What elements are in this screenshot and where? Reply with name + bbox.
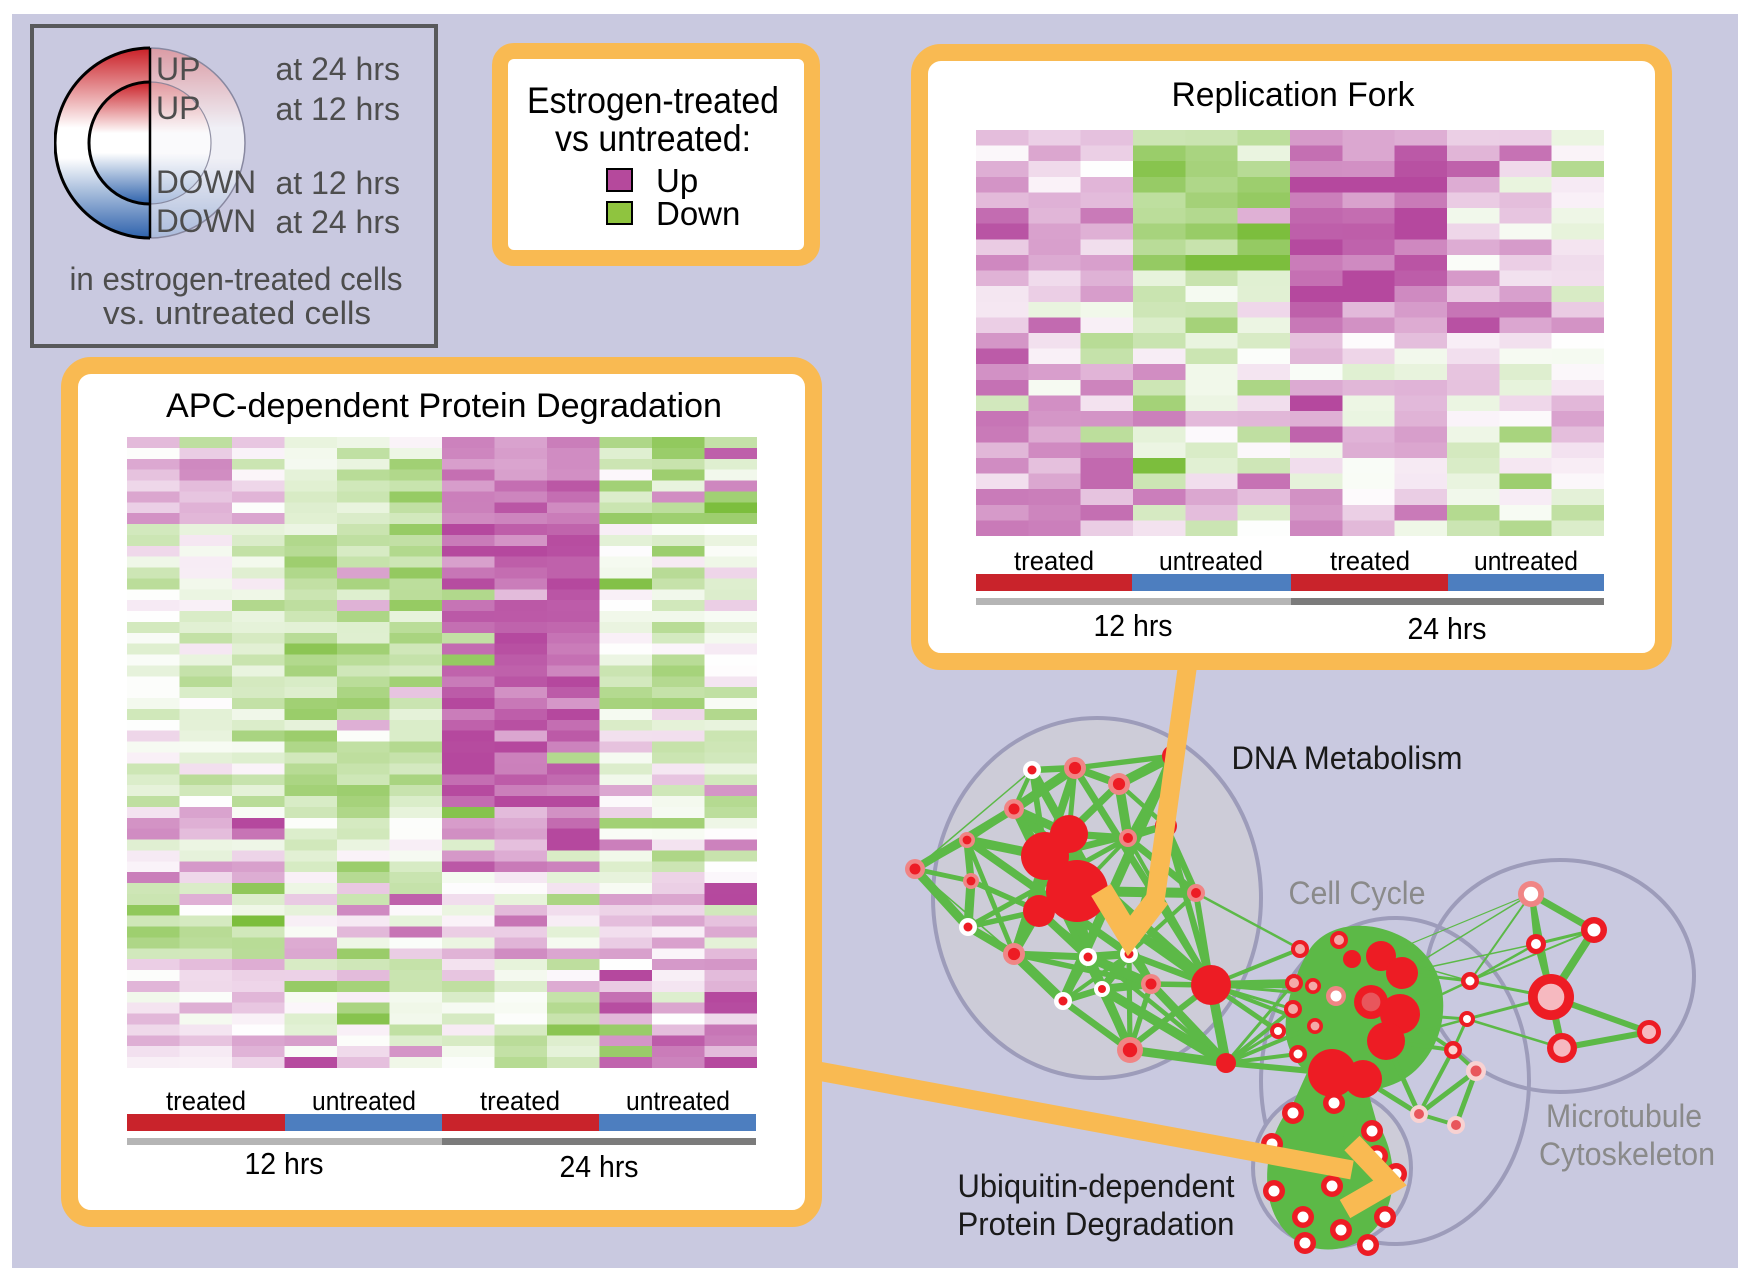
svg-text:APC-dependent Protein Degradat: APC-dependent Protein Degradation — [166, 387, 722, 425]
svg-text:Estrogen-treated: Estrogen-treated — [527, 80, 779, 121]
svg-text:at 12 hrs: at 12 hrs — [275, 165, 400, 201]
svg-text:Up: Up — [656, 162, 698, 199]
svg-text:treated: treated — [1330, 546, 1410, 576]
svg-text:at 24 hrs: at 24 hrs — [275, 51, 400, 87]
svg-text:treated: treated — [1014, 546, 1094, 576]
svg-text:24 hrs: 24 hrs — [1408, 611, 1487, 646]
svg-text:untreated: untreated — [1474, 546, 1578, 576]
svg-text:in estrogen-treated cells: in estrogen-treated cells — [70, 261, 403, 297]
svg-text:DNA Metabolism: DNA Metabolism — [1232, 740, 1463, 776]
svg-text:Cell Cycle: Cell Cycle — [1289, 875, 1426, 911]
svg-text:12 hrs: 12 hrs — [245, 1146, 324, 1181]
svg-text:UP: UP — [156, 51, 200, 87]
svg-text:vs. untreated cells: vs. untreated cells — [103, 295, 371, 331]
svg-text:at 24 hrs: at 24 hrs — [275, 204, 400, 240]
svg-text:vs untreated:: vs untreated: — [555, 118, 751, 159]
svg-text:Cytoskeleton: Cytoskeleton — [1539, 1136, 1715, 1172]
svg-text:Protein Degradation: Protein Degradation — [958, 1206, 1235, 1242]
svg-text:untreated: untreated — [312, 1086, 416, 1116]
svg-text:DOWN: DOWN — [156, 164, 256, 200]
svg-text:Microtubule: Microtubule — [1546, 1098, 1702, 1134]
svg-text:DOWN: DOWN — [156, 203, 256, 239]
svg-text:treated: treated — [166, 1086, 246, 1116]
svg-text:UP: UP — [156, 90, 200, 126]
svg-text:untreated: untreated — [626, 1086, 730, 1116]
svg-text:24 hrs: 24 hrs — [560, 1149, 639, 1184]
svg-text:at 12 hrs: at 12 hrs — [275, 91, 400, 127]
svg-text:Down: Down — [656, 195, 740, 232]
svg-text:treated: treated — [480, 1086, 560, 1116]
svg-text:Replication Fork: Replication Fork — [1172, 76, 1416, 114]
svg-text:12 hrs: 12 hrs — [1094, 608, 1173, 643]
svg-text:untreated: untreated — [1159, 546, 1263, 576]
svg-text:Ubiquitin-dependent: Ubiquitin-dependent — [958, 1168, 1235, 1204]
